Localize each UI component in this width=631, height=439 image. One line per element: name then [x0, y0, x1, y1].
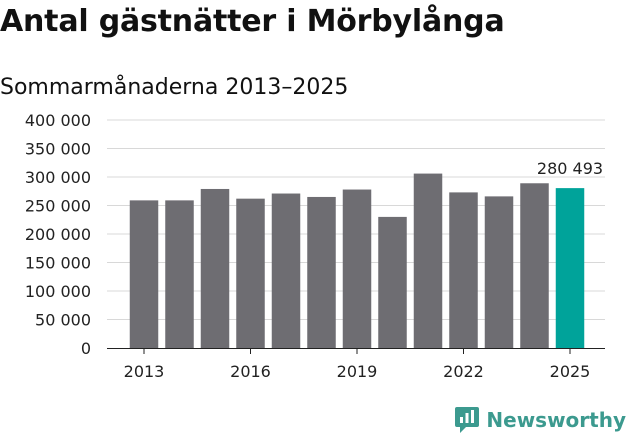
y-tick-label: 150 000 [25, 254, 91, 273]
bar-2016 [236, 198, 265, 348]
y-tick-label: 400 000 [25, 111, 91, 130]
bar-2020 [378, 216, 407, 348]
bar-2025 [555, 188, 585, 348]
y-tick-label: 250 000 [25, 197, 91, 216]
bar-2018 [307, 196, 336, 348]
y-tick-label: 300 000 [25, 168, 91, 187]
y-tick-label: 350 000 [25, 140, 91, 159]
bar-2014 [165, 200, 194, 348]
y-tick-label: 0 [81, 339, 91, 358]
x-tick-label: 2025 [550, 362, 591, 381]
y-tick-label: 200 000 [25, 225, 91, 244]
y-axis-tick-labels: 0 50 000 100 000 150 000 200 000 250 000 300 0… [25, 111, 91, 358]
y-tick-label: 100 000 [25, 282, 91, 301]
chart-title: Antal gästnätter i Mörbylånga [0, 4, 505, 39]
bar-2015 [200, 188, 230, 348]
bar-2024 [520, 183, 549, 348]
x-axis-ticks: 2013 2016 2019 2022 2025 [124, 348, 591, 381]
bar-2019 [342, 189, 372, 348]
newsworthy-brand-name: Newsworthy [486, 408, 626, 432]
y-tick-label: 50 000 [35, 311, 91, 330]
x-tick-label: 2013 [124, 362, 165, 381]
data-label-2025: 280 493 [537, 159, 603, 178]
bar-2021 [413, 173, 443, 348]
newsworthy-logo: Newsworthy [454, 406, 626, 434]
bar-2013 [129, 200, 159, 348]
data-labels: 280 493 [537, 159, 603, 178]
newsworthy-logo-icon [455, 407, 480, 433]
x-tick-label: 2019 [337, 362, 378, 381]
x-tick-label: 2016 [230, 362, 271, 381]
bar-2022 [449, 192, 478, 348]
chart-subtitle: Sommarmånaderna 2013–2025 [0, 75, 349, 100]
bars [129, 173, 585, 348]
bar-2017 [271, 193, 301, 348]
bar-2023 [484, 196, 514, 348]
x-tick-label: 2022 [443, 362, 484, 381]
